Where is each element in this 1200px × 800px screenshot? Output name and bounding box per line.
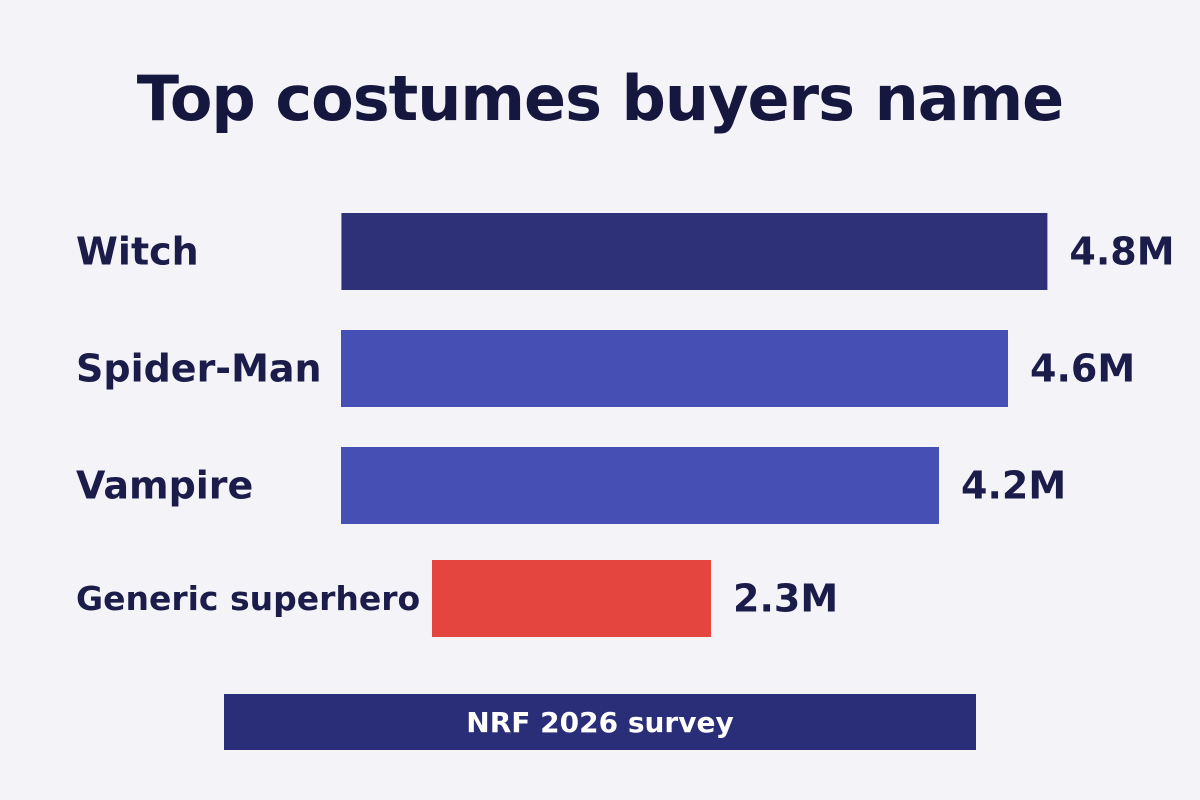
category-label: Vampire [76,464,253,508]
value-label: 4.8M [1069,230,1174,274]
category-label: Witch [76,230,199,274]
bar-witch [341,213,1048,290]
chart-title: Top costumes buyers name [136,62,1064,135]
bar-generic-superhero [432,560,711,637]
value-label: 4.2M [961,464,1066,508]
bar-spider-man [341,330,1008,407]
source-note: NRF 2026 survey [224,694,976,750]
bar-vampire [341,447,939,524]
category-label: Generic superhero [76,579,420,618]
value-label: 2.3M [733,577,838,621]
value-label: 4.6M [1030,347,1135,391]
category-label: Spider-Man [76,347,322,391]
